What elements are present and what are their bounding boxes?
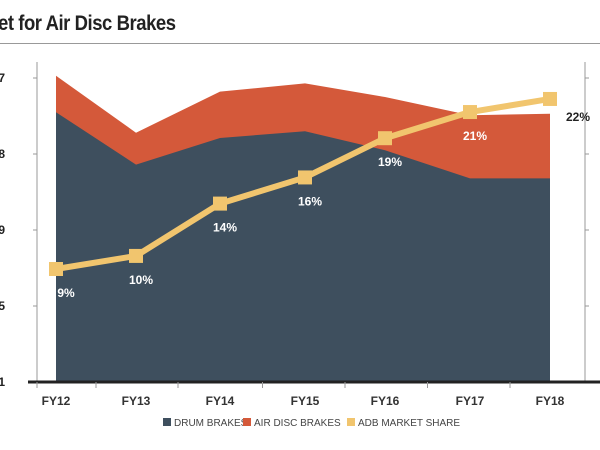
- data-label: 21%: [463, 129, 487, 143]
- adb-market-share-point: [378, 131, 392, 146]
- left-tick-label: 1: [0, 375, 5, 389]
- left-tick-label: 9: [0, 223, 5, 237]
- legend-label: AIR DISC BRAKES: [254, 418, 341, 429]
- adb-market-share-point: [543, 91, 557, 106]
- legend-swatch-1: [243, 418, 251, 426]
- adb-market-share-point: [129, 248, 143, 263]
- data-label: 14%: [213, 221, 237, 235]
- x-tick-label-fy14: FY14: [206, 394, 235, 408]
- drum-brakes-area: [56, 112, 550, 382]
- adb-market-share-point: [49, 262, 63, 276]
- x-tick-label-fy18: FY18: [536, 394, 565, 408]
- data-label: 9%: [57, 286, 75, 300]
- x-tick-label-fy17: FY17: [456, 394, 485, 408]
- chart-title: et for Air Disc Brakes: [0, 12, 176, 35]
- x-tick-label-fy16: FY16: [371, 394, 400, 408]
- legend-swatch-0: [163, 418, 171, 426]
- adb-market-share-point: [463, 105, 477, 120]
- x-tick-label-fy12: FY12: [42, 394, 71, 408]
- left-tick-label: 8: [0, 147, 5, 161]
- data-label: 10%: [129, 273, 153, 287]
- data-label: 22%: [566, 110, 590, 124]
- title-divider: [0, 43, 600, 44]
- adb-market-share-point: [213, 196, 227, 211]
- x-tick-label-fy13: FY13: [122, 394, 151, 408]
- data-label: 19%: [378, 155, 402, 169]
- x-tick-label-fy15: FY15: [291, 394, 320, 408]
- left-tick-label: 7: [0, 71, 5, 85]
- legend-label: ADB MARKET SHARE: [358, 418, 460, 429]
- legend-swatch-2: [347, 418, 355, 426]
- left-tick-label: 5: [0, 299, 5, 313]
- data-label: 16%: [298, 194, 322, 208]
- adb-market-share-point: [298, 170, 312, 185]
- legend-label: DRUM BRAKES: [174, 418, 248, 429]
